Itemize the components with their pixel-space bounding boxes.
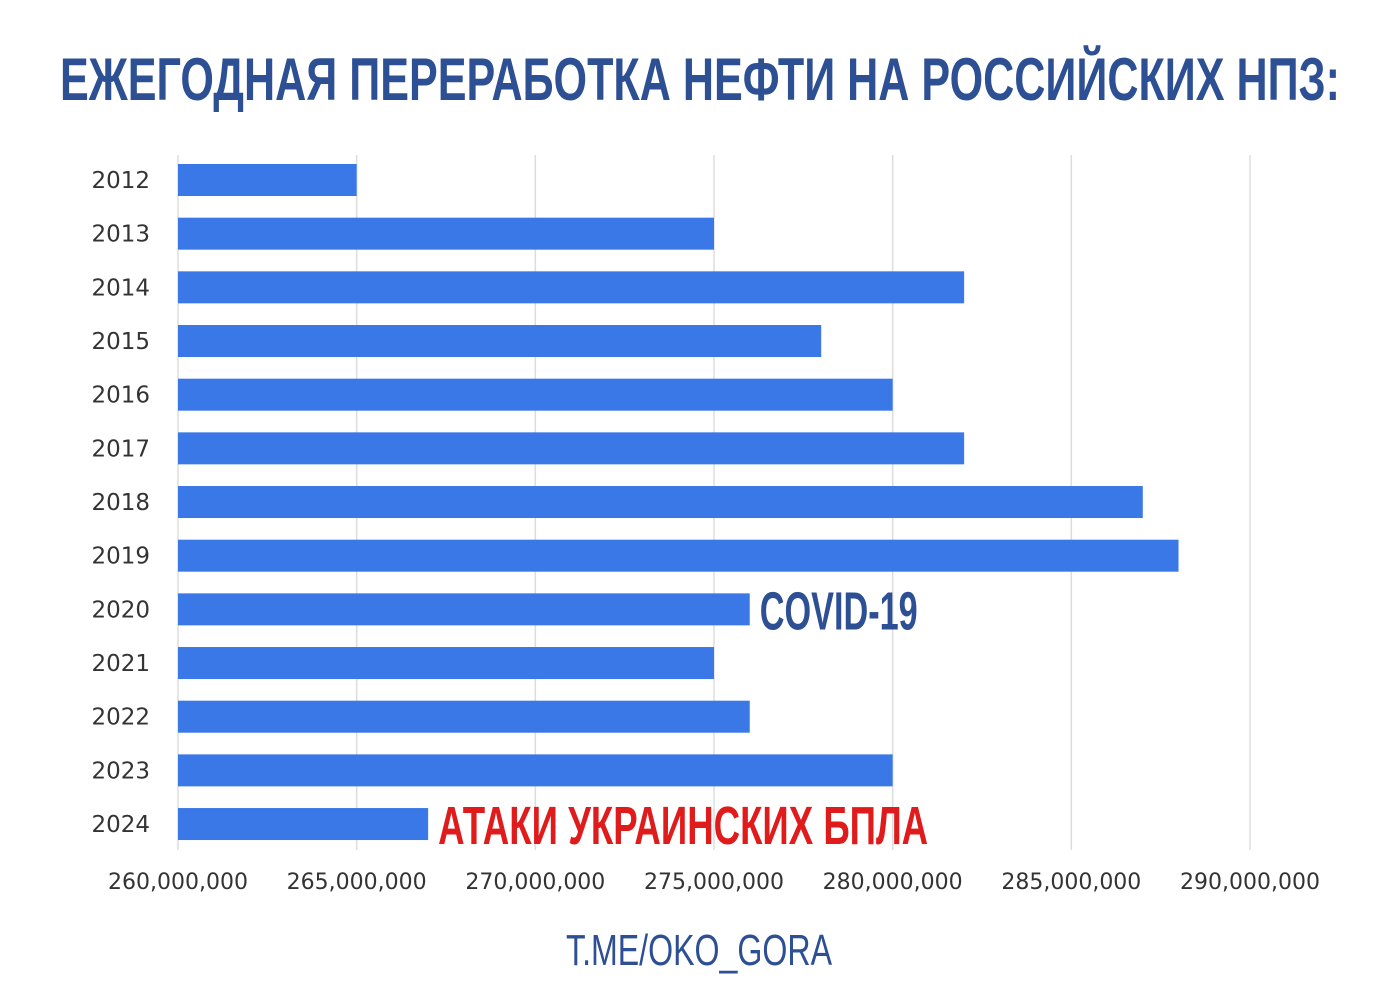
y-tick-label: 2019 xyxy=(91,544,150,570)
bar-2018 xyxy=(178,486,1143,519)
y-tick-label: 2015 xyxy=(91,329,150,355)
annotation-covid: COVID-19 xyxy=(760,581,918,641)
y-tick-label: 2013 xyxy=(91,222,150,248)
y-tick-label: 2012 xyxy=(91,168,150,194)
bar-2019 xyxy=(178,539,1179,572)
y-tick-label: 2023 xyxy=(91,758,150,784)
y-tick-label: 2014 xyxy=(91,275,150,301)
x-tick-label: 285,000,000 xyxy=(1001,870,1141,895)
chart-title: ЕЖЕГОДНАЯ ПЕРЕРАБОТКА НЕФТИ НА РОССИЙСКИ… xyxy=(60,46,1340,113)
x-tick-label: 290,000,000 xyxy=(1180,870,1320,895)
bar-2021 xyxy=(178,647,714,680)
bar-2024 xyxy=(178,808,429,841)
y-tick-label: 2024 xyxy=(91,812,150,838)
y-tick-label: 2020 xyxy=(91,597,150,623)
bar-2014 xyxy=(178,271,965,304)
bar-2023 xyxy=(178,754,893,787)
x-tick-label: 270,000,000 xyxy=(465,870,605,895)
x-tick-label: 280,000,000 xyxy=(823,870,963,895)
bar-2020 xyxy=(178,593,750,626)
y-tick-label: 2018 xyxy=(91,490,150,516)
footer-link: T.ME/OKO_GORA xyxy=(566,926,832,975)
x-tick-label: 260,000,000 xyxy=(108,870,248,895)
y-tick-label: 2016 xyxy=(91,383,150,409)
y-tick-label: 2022 xyxy=(91,705,150,731)
annotation-attacks: АТАКИ УКРАИНСКИХ БПЛА xyxy=(438,796,928,856)
y-tick-label: 2021 xyxy=(91,651,150,677)
bar-2022 xyxy=(178,700,750,733)
bar-2012 xyxy=(178,164,357,196)
y-tick-label: 2017 xyxy=(91,436,150,462)
bar-2015 xyxy=(178,325,822,358)
bar-2017 xyxy=(178,432,965,465)
x-tick-label: 265,000,000 xyxy=(287,870,427,895)
bar-2013 xyxy=(178,217,714,250)
x-tick-label: 275,000,000 xyxy=(644,870,784,895)
bar-2016 xyxy=(178,378,893,411)
